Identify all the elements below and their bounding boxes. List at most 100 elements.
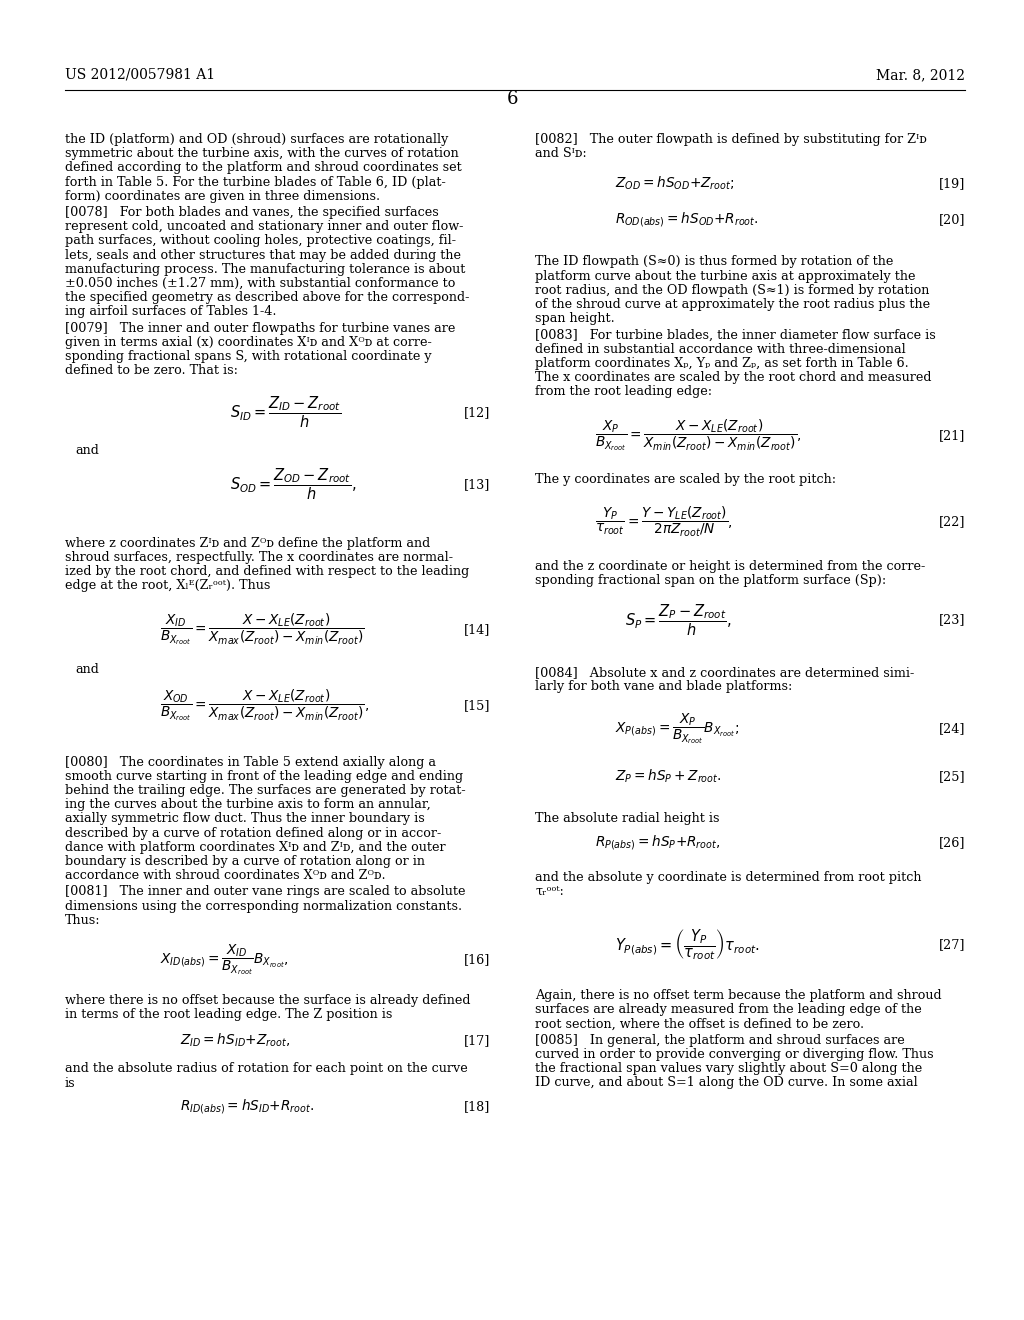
Text: Mar. 8, 2012: Mar. 8, 2012 xyxy=(876,69,965,82)
Text: ing airfoil surfaces of Tables 1-4.: ing airfoil surfaces of Tables 1-4. xyxy=(65,305,276,318)
Text: where z coordinates Zᴵᴅ and Zᴼᴅ define the platform and: where z coordinates Zᴵᴅ and Zᴼᴅ define t… xyxy=(65,537,430,549)
Text: represent cold, uncoated and stationary inner and outer flow-: represent cold, uncoated and stationary … xyxy=(65,220,464,234)
Text: $X_{P(abs)} = \dfrac{X_P}{B_{X_{root}}} B_{X_{root}};$: $X_{P(abs)} = \dfrac{X_P}{B_{X_{root}}} … xyxy=(615,711,739,746)
Text: defined in substantial accordance with three-dimensional: defined in substantial accordance with t… xyxy=(535,343,906,355)
Text: $R_{P(abs)}{=}hS_P{+}R_{root},$: $R_{P(abs)}{=}hS_P{+}R_{root},$ xyxy=(595,833,721,853)
Text: $Z_{ID}{=}hS_{ID}{+}Z_{root},$: $Z_{ID}{=}hS_{ID}{+}Z_{root},$ xyxy=(180,1032,290,1049)
Text: τᵣᵒᵒᵗ:: τᵣᵒᵒᵗ: xyxy=(535,884,564,898)
Text: sponding fractional span on the platform surface (Sp):: sponding fractional span on the platform… xyxy=(535,574,886,587)
Text: US 2012/0057981 A1: US 2012/0057981 A1 xyxy=(65,69,215,82)
Text: given in terms axial (x) coordinates Xᴵᴅ and Xᴼᴅ at corre-: given in terms axial (x) coordinates Xᴵᴅ… xyxy=(65,335,432,348)
Text: The absolute radial height is: The absolute radial height is xyxy=(535,812,720,825)
Text: [26]: [26] xyxy=(939,836,965,849)
Text: axially symmetric flow duct. Thus the inner boundary is: axially symmetric flow duct. Thus the in… xyxy=(65,812,425,825)
Text: lets, seals and other structures that may be added during the: lets, seals and other structures that ma… xyxy=(65,248,461,261)
Text: $Y_{P(abs)} = \left(\dfrac{Y_P}{\tau_{root}}\right)\tau_{root}.$: $Y_{P(abs)} = \left(\dfrac{Y_P}{\tau_{ro… xyxy=(615,928,760,962)
Text: [0085]   In general, the platform and shroud surfaces are: [0085] In general, the platform and shro… xyxy=(535,1034,905,1047)
Text: $Z_{OD}{=}hS_{OD}{+}Z_{root};$: $Z_{OD}{=}hS_{OD}{+}Z_{root};$ xyxy=(615,174,734,193)
Text: [21]: [21] xyxy=(939,429,965,442)
Text: platform coordinates Xₚ, Yₚ and Zₚ, as set forth in Table 6.: platform coordinates Xₚ, Yₚ and Zₚ, as s… xyxy=(535,356,908,370)
Text: and Sᴵᴅ:: and Sᴵᴅ: xyxy=(535,148,587,160)
Text: the ID (platform) and OD (shroud) surfaces are rotationally: the ID (platform) and OD (shroud) surfac… xyxy=(65,133,449,147)
Text: is: is xyxy=(65,1077,76,1089)
Text: [16]: [16] xyxy=(464,953,490,966)
Text: accordance with shroud coordinates Xᴼᴅ and Zᴼᴅ.: accordance with shroud coordinates Xᴼᴅ a… xyxy=(65,869,386,882)
Text: defined according to the platform and shroud coordinates set: defined according to the platform and sh… xyxy=(65,161,462,174)
Text: sponding fractional spans S, with rotational coordinate y: sponding fractional spans S, with rotati… xyxy=(65,350,432,363)
Text: platform curve about the turbine axis at approximately the: platform curve about the turbine axis at… xyxy=(535,269,915,282)
Text: [20]: [20] xyxy=(939,213,965,226)
Text: behind the trailing edge. The surfaces are generated by rotat-: behind the trailing edge. The surfaces a… xyxy=(65,784,466,797)
Text: larly for both vane and blade platforms:: larly for both vane and blade platforms: xyxy=(535,680,793,693)
Text: [22]: [22] xyxy=(939,515,965,528)
Text: manufacturing process. The manufacturing tolerance is about: manufacturing process. The manufacturing… xyxy=(65,263,465,276)
Text: root section, where the offset is defined to be zero.: root section, where the offset is define… xyxy=(535,1018,864,1031)
Text: from the root leading edge:: from the root leading edge: xyxy=(535,385,712,399)
Text: Thus:: Thus: xyxy=(65,913,100,927)
Text: [14]: [14] xyxy=(464,623,490,636)
Text: [24]: [24] xyxy=(939,722,965,735)
Text: $S_{ID} = \dfrac{Z_{ID} - Z_{root}}{h}$: $S_{ID} = \dfrac{Z_{ID} - Z_{root}}{h}$ xyxy=(230,395,341,430)
Text: described by a curve of rotation defined along or in accor-: described by a curve of rotation defined… xyxy=(65,826,441,840)
Text: Again, there is no offset term because the platform and shroud: Again, there is no offset term because t… xyxy=(535,989,942,1002)
Text: dimensions using the corresponding normalization constants.: dimensions using the corresponding norma… xyxy=(65,900,462,912)
Text: of the shroud curve at approximately the root radius plus the: of the shroud curve at approximately the… xyxy=(535,298,930,312)
Text: [23]: [23] xyxy=(939,614,965,627)
Text: The x coordinates are scaled by the root chord and measured: The x coordinates are scaled by the root… xyxy=(535,371,932,384)
Text: [0079]   The inner and outer flowpaths for turbine vanes are: [0079] The inner and outer flowpaths for… xyxy=(65,322,456,334)
Text: and the absolute y coordinate is determined from root pitch: and the absolute y coordinate is determi… xyxy=(535,871,922,883)
Text: [0081]   The inner and outer vane rings are scaled to absolute: [0081] The inner and outer vane rings ar… xyxy=(65,886,466,899)
Text: ID curve, and about S=1 along the OD curve. In some axial: ID curve, and about S=1 along the OD cur… xyxy=(535,1076,918,1089)
Text: [25]: [25] xyxy=(938,770,965,783)
Text: $\dfrac{Y_P}{\tau_{root}} = \dfrac{Y - Y_{LE}(Z_{root})}{2\pi Z_{root}/N},$: $\dfrac{Y_P}{\tau_{root}} = \dfrac{Y - Y… xyxy=(595,504,733,539)
Text: The y coordinates are scaled by the root pitch:: The y coordinates are scaled by the root… xyxy=(535,474,837,486)
Text: $\dfrac{X_{ID}}{B_{X_{root}}} = \dfrac{X - X_{LE}(Z_{root})}{X_{max}(Z_{root}) -: $\dfrac{X_{ID}}{B_{X_{root}}} = \dfrac{X… xyxy=(160,611,365,647)
Text: smooth curve starting in front of the leading edge and ending: smooth curve starting in front of the le… xyxy=(65,770,463,783)
Text: root radius, and the OD flowpath (S≈1) is formed by rotation: root radius, and the OD flowpath (S≈1) i… xyxy=(535,284,930,297)
Text: [0082]   The outer flowpath is defined by substituting for Zᴵᴅ: [0082] The outer flowpath is defined by … xyxy=(535,133,927,147)
Text: the fractional span values vary slightly about S=0 along the: the fractional span values vary slightly… xyxy=(535,1063,923,1074)
Text: $\dfrac{X_{OD}}{B_{X_{root}}} = \dfrac{X - X_{LE}(Z_{root})}{X_{max}(Z_{root}) -: $\dfrac{X_{OD}}{B_{X_{root}}} = \dfrac{X… xyxy=(160,688,370,723)
Text: $\dfrac{X_P}{B_{X_{root}}} = \dfrac{X - X_{LE}(Z_{root})}{X_{min}(Z_{root}) - X_: $\dfrac{X_P}{B_{X_{root}}} = \dfrac{X - … xyxy=(595,417,802,453)
Text: in terms of the root leading edge. The Z position is: in terms of the root leading edge. The Z… xyxy=(65,1008,392,1022)
Text: $R_{ID(abs)}{=}hS_{ID}{+}R_{root}.$: $R_{ID(abs)}{=}hS_{ID}{+}R_{root}.$ xyxy=(180,1097,314,1117)
Text: and the z coordinate or height is determined from the corre-: and the z coordinate or height is determ… xyxy=(535,560,926,573)
Text: [0080]   The coordinates in Table 5 extend axially along a: [0080] The coordinates in Table 5 extend… xyxy=(65,755,436,768)
Text: path surfaces, without cooling holes, protective coatings, fil-: path surfaces, without cooling holes, pr… xyxy=(65,235,456,247)
Text: shroud surfaces, respectfully. The x coordinates are normal-: shroud surfaces, respectfully. The x coo… xyxy=(65,550,453,564)
Text: boundary is described by a curve of rotation along or in: boundary is described by a curve of rota… xyxy=(65,855,425,869)
Text: [13]: [13] xyxy=(464,478,490,491)
Text: [0083]   For turbine blades, the inner diameter flow surface is: [0083] For turbine blades, the inner dia… xyxy=(535,329,936,342)
Text: defined to be zero. That is:: defined to be zero. That is: xyxy=(65,364,238,378)
Text: and: and xyxy=(75,445,99,458)
Text: form) coordinates are given in three dimensions.: form) coordinates are given in three dim… xyxy=(65,190,380,203)
Text: forth in Table 5. For the turbine blades of Table 6, ID (plat-: forth in Table 5. For the turbine blades… xyxy=(65,176,445,189)
Text: [27]: [27] xyxy=(939,939,965,952)
Text: $Z_P = hS_P + Z_{root}.$: $Z_P = hS_P + Z_{root}.$ xyxy=(615,768,722,785)
Text: [15]: [15] xyxy=(464,700,490,711)
Text: surfaces are already measured from the leading edge of the: surfaces are already measured from the l… xyxy=(535,1003,922,1016)
Text: [17]: [17] xyxy=(464,1034,490,1047)
Text: ±0.050 inches (±1.27 mm), with substantial conformance to: ±0.050 inches (±1.27 mm), with substanti… xyxy=(65,277,456,290)
Text: dance with platform coordinates Xᴵᴅ and Zᴵᴅ, and the outer: dance with platform coordinates Xᴵᴅ and … xyxy=(65,841,445,854)
Text: [19]: [19] xyxy=(939,177,965,190)
Text: span height.: span height. xyxy=(535,313,614,325)
Text: curved in order to provide converging or diverging flow. Thus: curved in order to provide converging or… xyxy=(535,1048,934,1061)
Text: and the absolute radius of rotation for each point on the curve: and the absolute radius of rotation for … xyxy=(65,1063,468,1076)
Text: where there is no offset because the surface is already defined: where there is no offset because the sur… xyxy=(65,994,470,1007)
Text: and: and xyxy=(75,664,99,676)
Text: edge at the root, Xₗᴱ(Zᵣᵒᵒᵗ). Thus: edge at the root, Xₗᴱ(Zᵣᵒᵒᵗ). Thus xyxy=(65,579,270,593)
Text: [0084]   Absolute x and z coordinates are determined simi-: [0084] Absolute x and z coordinates are … xyxy=(535,667,914,678)
Text: [0078]   For both blades and vanes, the specified surfaces: [0078] For both blades and vanes, the sp… xyxy=(65,206,438,219)
Text: [12]: [12] xyxy=(464,405,490,418)
Text: $X_{ID(abs)} = \dfrac{X_{ID}}{B_{X_{root}}}B_{X_{root}},$: $X_{ID(abs)} = \dfrac{X_{ID}}{B_{X_{root… xyxy=(160,942,289,977)
Text: [18]: [18] xyxy=(464,1101,490,1113)
Text: $S_P = \dfrac{Z_P - Z_{root}}{h},$: $S_P = \dfrac{Z_P - Z_{root}}{h},$ xyxy=(625,602,732,638)
Text: symmetric about the turbine axis, with the curves of rotation: symmetric about the turbine axis, with t… xyxy=(65,148,459,160)
Text: 6: 6 xyxy=(506,90,518,108)
Text: $S_{OD} = \dfrac{Z_{OD} - Z_{root}}{h},$: $S_{OD} = \dfrac{Z_{OD} - Z_{root}}{h},$ xyxy=(230,467,356,502)
Text: ized by the root chord, and defined with respect to the leading: ized by the root chord, and defined with… xyxy=(65,565,469,578)
Text: The ID flowpath (S≈0) is thus formed by rotation of the: The ID flowpath (S≈0) is thus formed by … xyxy=(535,255,893,268)
Text: ing the curves about the turbine axis to form an annular,: ing the curves about the turbine axis to… xyxy=(65,799,431,812)
Text: $R_{OD(abs)}{=}hS_{OD}{+}R_{root}.$: $R_{OD(abs)}{=}hS_{OD}{+}R_{root}.$ xyxy=(615,210,759,228)
